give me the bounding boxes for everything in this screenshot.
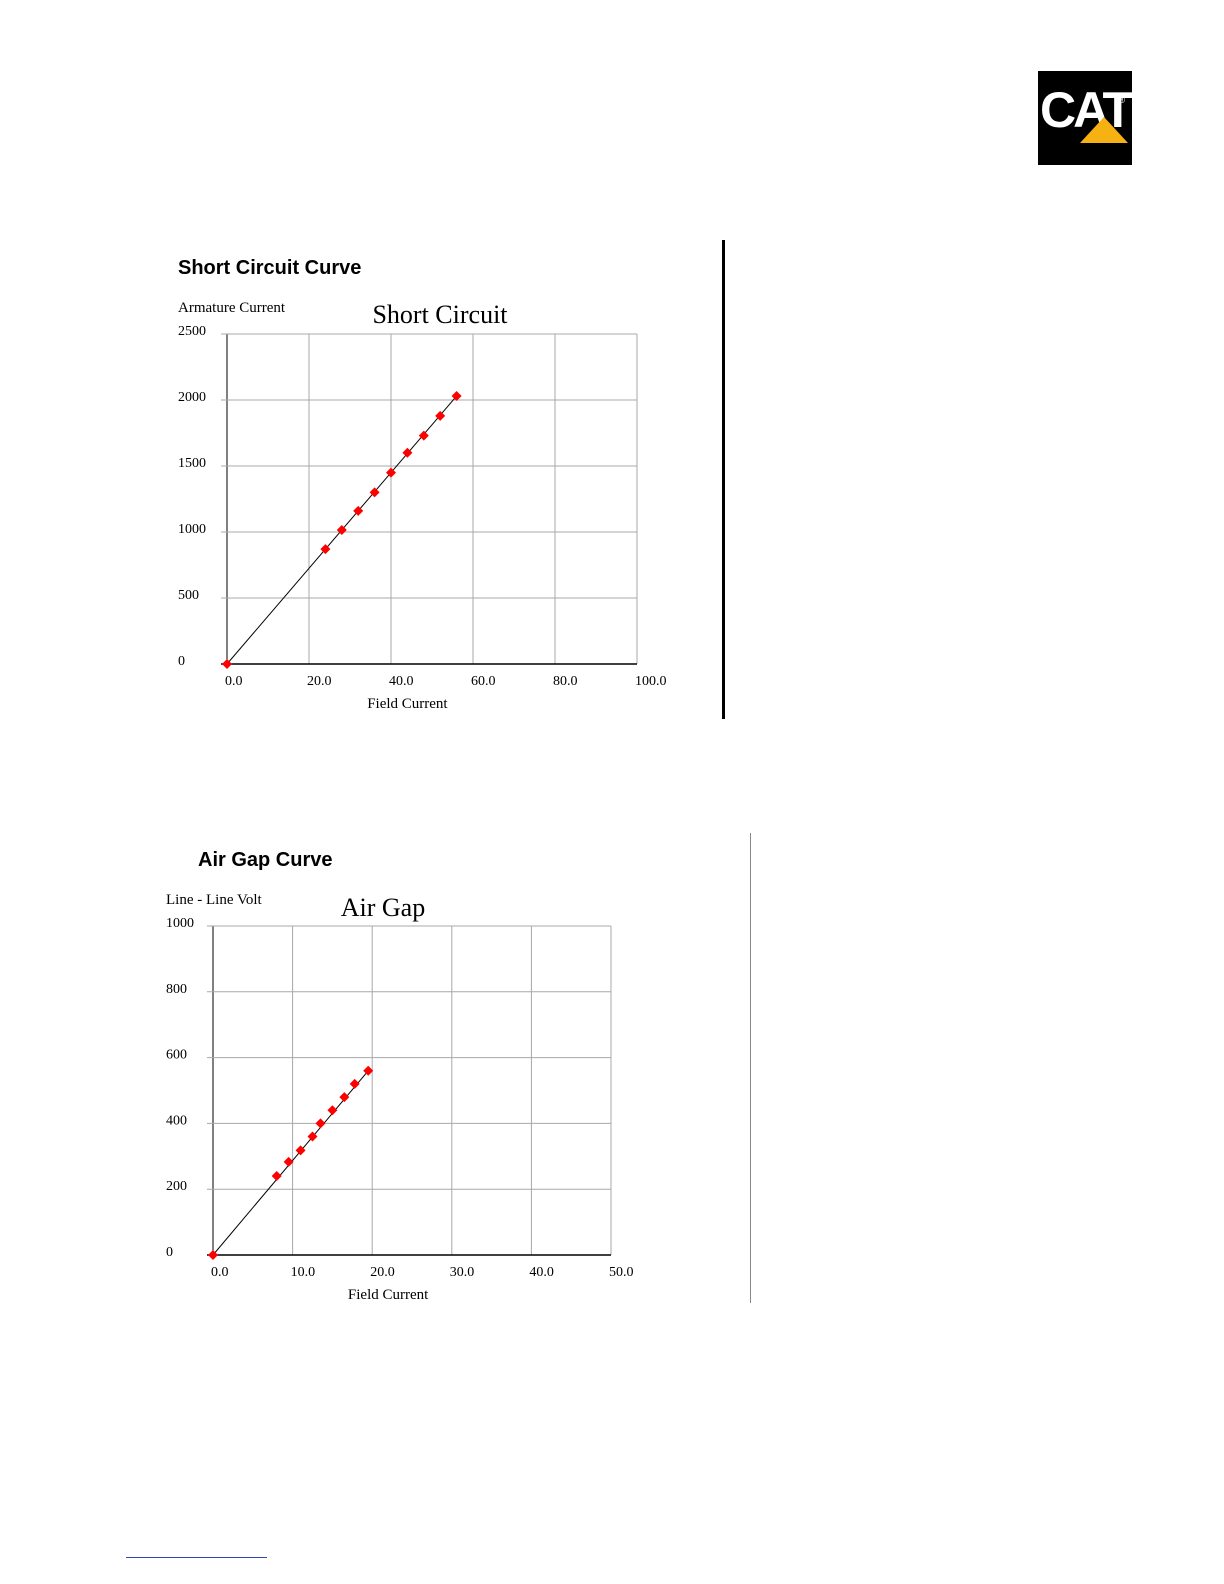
air-gap-panel: Air Gap Curve Air Gap Line - Line Volt Fie… bbox=[158, 843, 718, 1313]
x-tick-label: 0.0 bbox=[211, 1265, 229, 1280]
cat-logo: CAT ® bbox=[1038, 71, 1133, 165]
data-point bbox=[435, 410, 446, 421]
x-tick-label: 0.0 bbox=[225, 674, 243, 689]
data-point bbox=[402, 447, 413, 458]
data-point bbox=[283, 1156, 294, 1167]
data-point bbox=[369, 487, 380, 498]
x-tick-label: 60.0 bbox=[471, 674, 496, 689]
y-axis-label: Armature Current bbox=[178, 300, 286, 316]
footer-link-underline bbox=[126, 1557, 267, 1558]
y-tick-label: 400 bbox=[166, 1113, 187, 1128]
vertical-rule bbox=[750, 833, 751, 1303]
y-tick-label: 500 bbox=[178, 588, 199, 603]
data-point bbox=[271, 1171, 282, 1182]
data-point bbox=[353, 505, 364, 516]
data-point bbox=[320, 544, 331, 555]
x-tick-label: 40.0 bbox=[529, 1265, 554, 1280]
data-point bbox=[339, 1092, 350, 1103]
chart-caption: Short Circuit Curve bbox=[178, 257, 362, 279]
cat-logo-triangle bbox=[1080, 117, 1128, 143]
y-tick-label: 1000 bbox=[166, 916, 194, 931]
chart-caption: Air Gap Curve bbox=[198, 849, 333, 871]
y-tick-label: 1500 bbox=[178, 456, 206, 471]
y-tick-label: 800 bbox=[166, 982, 187, 997]
y-tick-label: 2500 bbox=[178, 324, 206, 339]
y-tick-label: 600 bbox=[166, 1048, 187, 1063]
y-tick-label: 0 bbox=[166, 1245, 173, 1260]
data-point bbox=[307, 1131, 318, 1142]
data-point bbox=[336, 525, 347, 536]
x-tick-label: 40.0 bbox=[389, 674, 414, 689]
x-tick-label: 10.0 bbox=[291, 1265, 316, 1280]
data-point bbox=[315, 1118, 326, 1129]
air-gap-chart: Air Gap Line - Line Volt Field Current 0 200… bbox=[166, 892, 634, 1303]
x-tick-label: 80.0 bbox=[553, 674, 578, 689]
data-point bbox=[327, 1105, 338, 1116]
x-tick-label: 50.0 bbox=[609, 1265, 634, 1280]
y-tick-label: 0 bbox=[178, 654, 185, 669]
short-circuit-panel: Short Circuit Curve Short Circuit Armatur… bbox=[170, 250, 730, 720]
data-point bbox=[451, 391, 462, 402]
data-point bbox=[386, 467, 396, 478]
data-point bbox=[418, 430, 429, 441]
y-tick-label: 1000 bbox=[178, 522, 206, 537]
x-axis-label: Field Current bbox=[367, 696, 448, 712]
registered-mark: ® bbox=[1118, 95, 1125, 105]
x-tick-label: 20.0 bbox=[370, 1265, 395, 1280]
data-point bbox=[208, 1250, 218, 1260]
data-point bbox=[295, 1145, 306, 1156]
y-tick-label: 2000 bbox=[178, 390, 206, 405]
y-axis-label: Line - Line Volt bbox=[166, 892, 263, 908]
x-tick-label: 30.0 bbox=[450, 1265, 475, 1280]
short-circuit-chart: Short Circuit Armature Current Field Curre… bbox=[178, 300, 667, 712]
chart-title: Air Gap bbox=[341, 893, 425, 922]
x-axis-label: Field Current bbox=[348, 1287, 429, 1303]
data-point bbox=[349, 1078, 360, 1089]
y-tick-label: 200 bbox=[166, 1179, 187, 1194]
data-point bbox=[222, 659, 232, 669]
x-tick-label: 100.0 bbox=[635, 674, 667, 689]
x-tick-label: 20.0 bbox=[307, 674, 332, 689]
data-point bbox=[363, 1065, 374, 1076]
chart-title: Short Circuit bbox=[372, 300, 508, 329]
vertical-rule bbox=[722, 240, 725, 719]
